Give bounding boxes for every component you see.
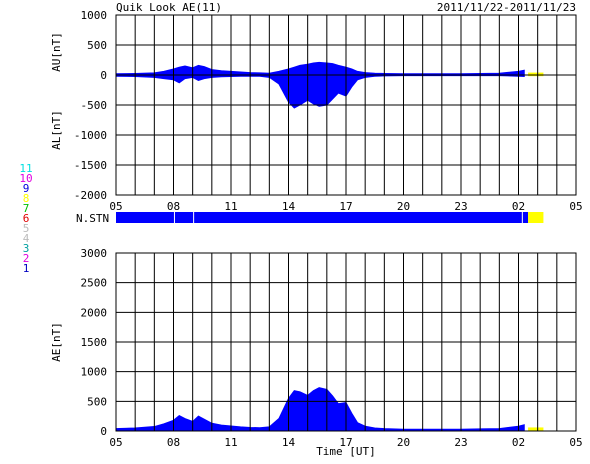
station-legend-item: 8 xyxy=(23,192,30,205)
al-axis-label: AL[nT] xyxy=(50,110,63,150)
au-al-ytick-label: -500 xyxy=(81,99,108,112)
figure-date-range: 2011/11/22-2011/11/23 xyxy=(437,1,576,14)
au-al-ytick-label: -1500 xyxy=(74,159,107,172)
ae-ytick-label: 3000 xyxy=(81,247,108,260)
station-legend-item: 3 xyxy=(23,242,30,255)
station-legend-item: 7 xyxy=(23,202,30,215)
au-al-xtick-label: 14 xyxy=(282,200,296,213)
au-al-xtick-label: 20 xyxy=(397,200,410,213)
provisional-station-count xyxy=(528,212,544,223)
station-legend-item: 1 xyxy=(23,262,30,275)
au-al-ytick-label: -2000 xyxy=(74,189,107,202)
ae-ytick-label: 1000 xyxy=(81,366,108,379)
au-al-xtick-label: 23 xyxy=(454,200,467,213)
al-area xyxy=(115,74,525,109)
ae-xtick-label: 23 xyxy=(454,436,467,449)
figure-title: Quik Look AE(11) xyxy=(116,1,222,14)
station-legend-item: 9 xyxy=(23,182,30,195)
station-count-label: N.STN xyxy=(76,212,109,225)
au-al-xtick-label: 02 xyxy=(512,200,525,213)
provisional-au-al xyxy=(528,72,544,77)
au-area xyxy=(115,61,525,76)
au-axis-label: AU[nT] xyxy=(50,32,63,72)
ae-xtick-label: 02 xyxy=(512,436,525,449)
ae-area xyxy=(115,387,525,432)
station-count-bar xyxy=(116,212,529,223)
station-legend-item: 5 xyxy=(23,222,30,235)
ae-ytick-label: 1500 xyxy=(81,336,108,349)
ae-ytick-label: 0 xyxy=(100,425,107,438)
au-al-ytick-label: -1000 xyxy=(74,129,107,142)
au-al-xtick-label: 05 xyxy=(109,200,122,213)
station-legend-item: 2 xyxy=(23,252,30,265)
ae-xtick-label: 08 xyxy=(167,436,180,449)
ae-xtick-label: 17 xyxy=(339,436,352,449)
x-axis-label: Time [UT] xyxy=(316,445,376,458)
station-legend-item: 6 xyxy=(23,212,30,225)
station-legend-item: 4 xyxy=(23,232,30,245)
station-legend-item: 11 xyxy=(19,162,32,175)
ae-ytick-label: 2000 xyxy=(81,306,108,319)
ae-axis-label: AE[nT] xyxy=(50,322,63,362)
ae-xtick-label: 05 xyxy=(109,436,122,449)
au-al-xtick-label: 11 xyxy=(224,200,237,213)
au-al-ytick-label: 0 xyxy=(100,69,107,82)
au-al-xtick-label: 08 xyxy=(167,200,180,213)
au-al-frame xyxy=(115,14,577,196)
ae-ytick-label: 500 xyxy=(87,395,107,408)
provisional-ae xyxy=(528,427,544,431)
au-al-ytick-label: 500 xyxy=(87,39,107,52)
au-al-xtick-label: 17 xyxy=(339,200,352,213)
station-count-panel xyxy=(116,212,544,223)
ae-frame xyxy=(115,252,577,432)
ae-xtick-label: 11 xyxy=(224,436,237,449)
ae-xtick-label: 14 xyxy=(282,436,296,449)
ae-xtick-label: 05 xyxy=(569,436,582,449)
station-legend-item: 10 xyxy=(19,172,32,185)
ae-ytick-label: 2500 xyxy=(81,277,108,290)
au-al-ytick-label: 1000 xyxy=(81,9,108,22)
ae-xtick-label: 20 xyxy=(397,436,410,449)
au-al-xtick-label: 05 xyxy=(569,200,582,213)
